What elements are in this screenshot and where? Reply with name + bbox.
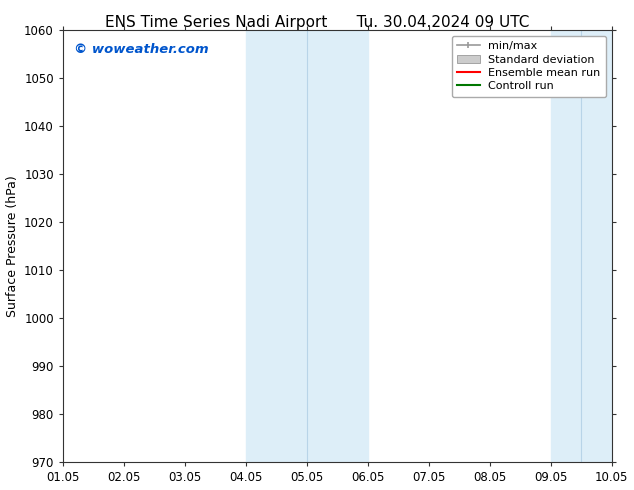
Text: © woweather.com: © woweather.com [74,43,209,56]
Legend: min/max, Standard deviation, Ensemble mean run, Controll run: min/max, Standard deviation, Ensemble me… [452,36,606,97]
Y-axis label: Surface Pressure (hPa): Surface Pressure (hPa) [6,175,18,317]
Text: ENS Time Series Nadi Airport      Tu. 30.04.2024 09 UTC: ENS Time Series Nadi Airport Tu. 30.04.2… [105,15,529,30]
Bar [551,30,612,463]
Bar [246,30,368,463]
